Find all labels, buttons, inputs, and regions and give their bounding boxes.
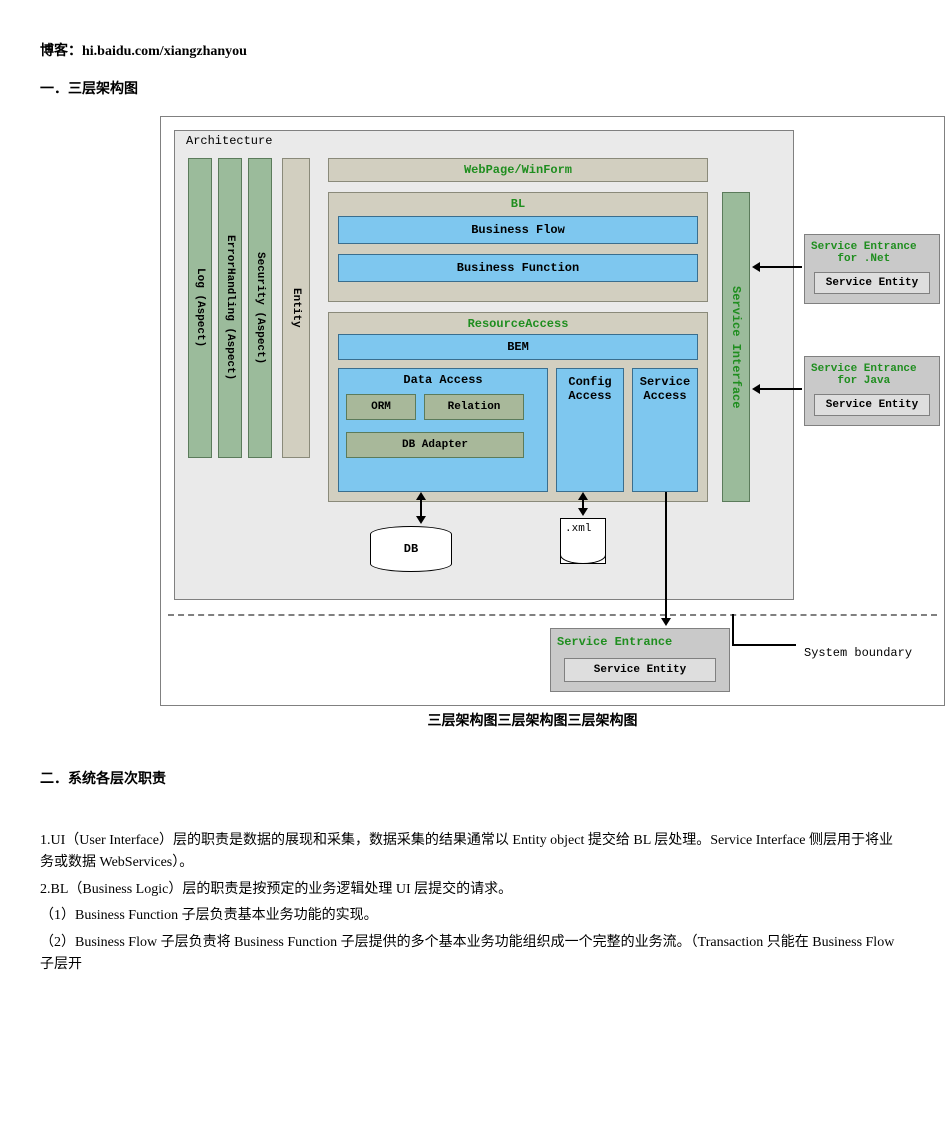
bem-box: BEM	[338, 334, 698, 360]
paragraph: （1）Business Function 子层负责基本业务功能的实现。	[40, 905, 905, 927]
section2-title: 二．系统各层次职责	[40, 768, 905, 788]
da-inner-1: Relation	[424, 394, 524, 420]
bottom-entity: Service Entity	[564, 658, 716, 682]
service-interface: Service Interface	[722, 192, 750, 502]
section1-title: 一．三层架构图	[40, 78, 905, 98]
ra-side-1: Service Access	[632, 368, 698, 492]
architecture-title: Architecture	[182, 134, 276, 148]
blog-header: 博客：hi.baidu.com/xiangzhanyou	[40, 40, 905, 60]
blog-label: 博客：	[40, 44, 82, 59]
pillar-2: Security (Aspect)	[248, 158, 272, 458]
webpage-box: WebPage/WinForm	[328, 158, 708, 182]
blog-url: hi.baidu.com/xiangzhanyou	[82, 44, 247, 59]
ext-entity-0: Service Entity	[814, 272, 930, 294]
data-access: Data Access	[338, 368, 548, 492]
diagram-caption: 三层架构图三层架构图三层架构图	[40, 710, 905, 730]
entity-pillar: Entity	[282, 158, 310, 458]
pillar-0: Log (Aspect)	[188, 158, 212, 458]
paragraph: 1.UI（User Interface）层的职责是数据的展现和采集，数据采集的结…	[40, 830, 905, 875]
xml-doc: .xml	[560, 518, 606, 564]
paragraph: （2）Business Flow 子层负责将 Business Function…	[40, 932, 905, 977]
paragraph: 2.BL（Business Logic）层的职责是按预定的业务逻辑处理 UI 层…	[40, 879, 905, 901]
pillar-1: ErrorHandling (Aspect)	[218, 158, 242, 458]
bl-row-1: Business Function	[338, 254, 698, 282]
bl-row-0: Business Flow	[338, 216, 698, 244]
architecture-diagram: Architecture Log (Aspect)ErrorHandling (A…	[160, 116, 945, 706]
dashed-boundary	[168, 614, 937, 616]
system-boundary-label: System boundary	[800, 646, 916, 660]
bl-container: BL	[328, 192, 708, 302]
ext-entity-1: Service Entity	[814, 394, 930, 416]
da-inner-0: ORM	[346, 394, 416, 420]
ra-side-0: Config Access	[556, 368, 624, 492]
db-cylinder: DB	[370, 526, 452, 572]
da-inner-2: DB Adapter	[346, 432, 524, 458]
